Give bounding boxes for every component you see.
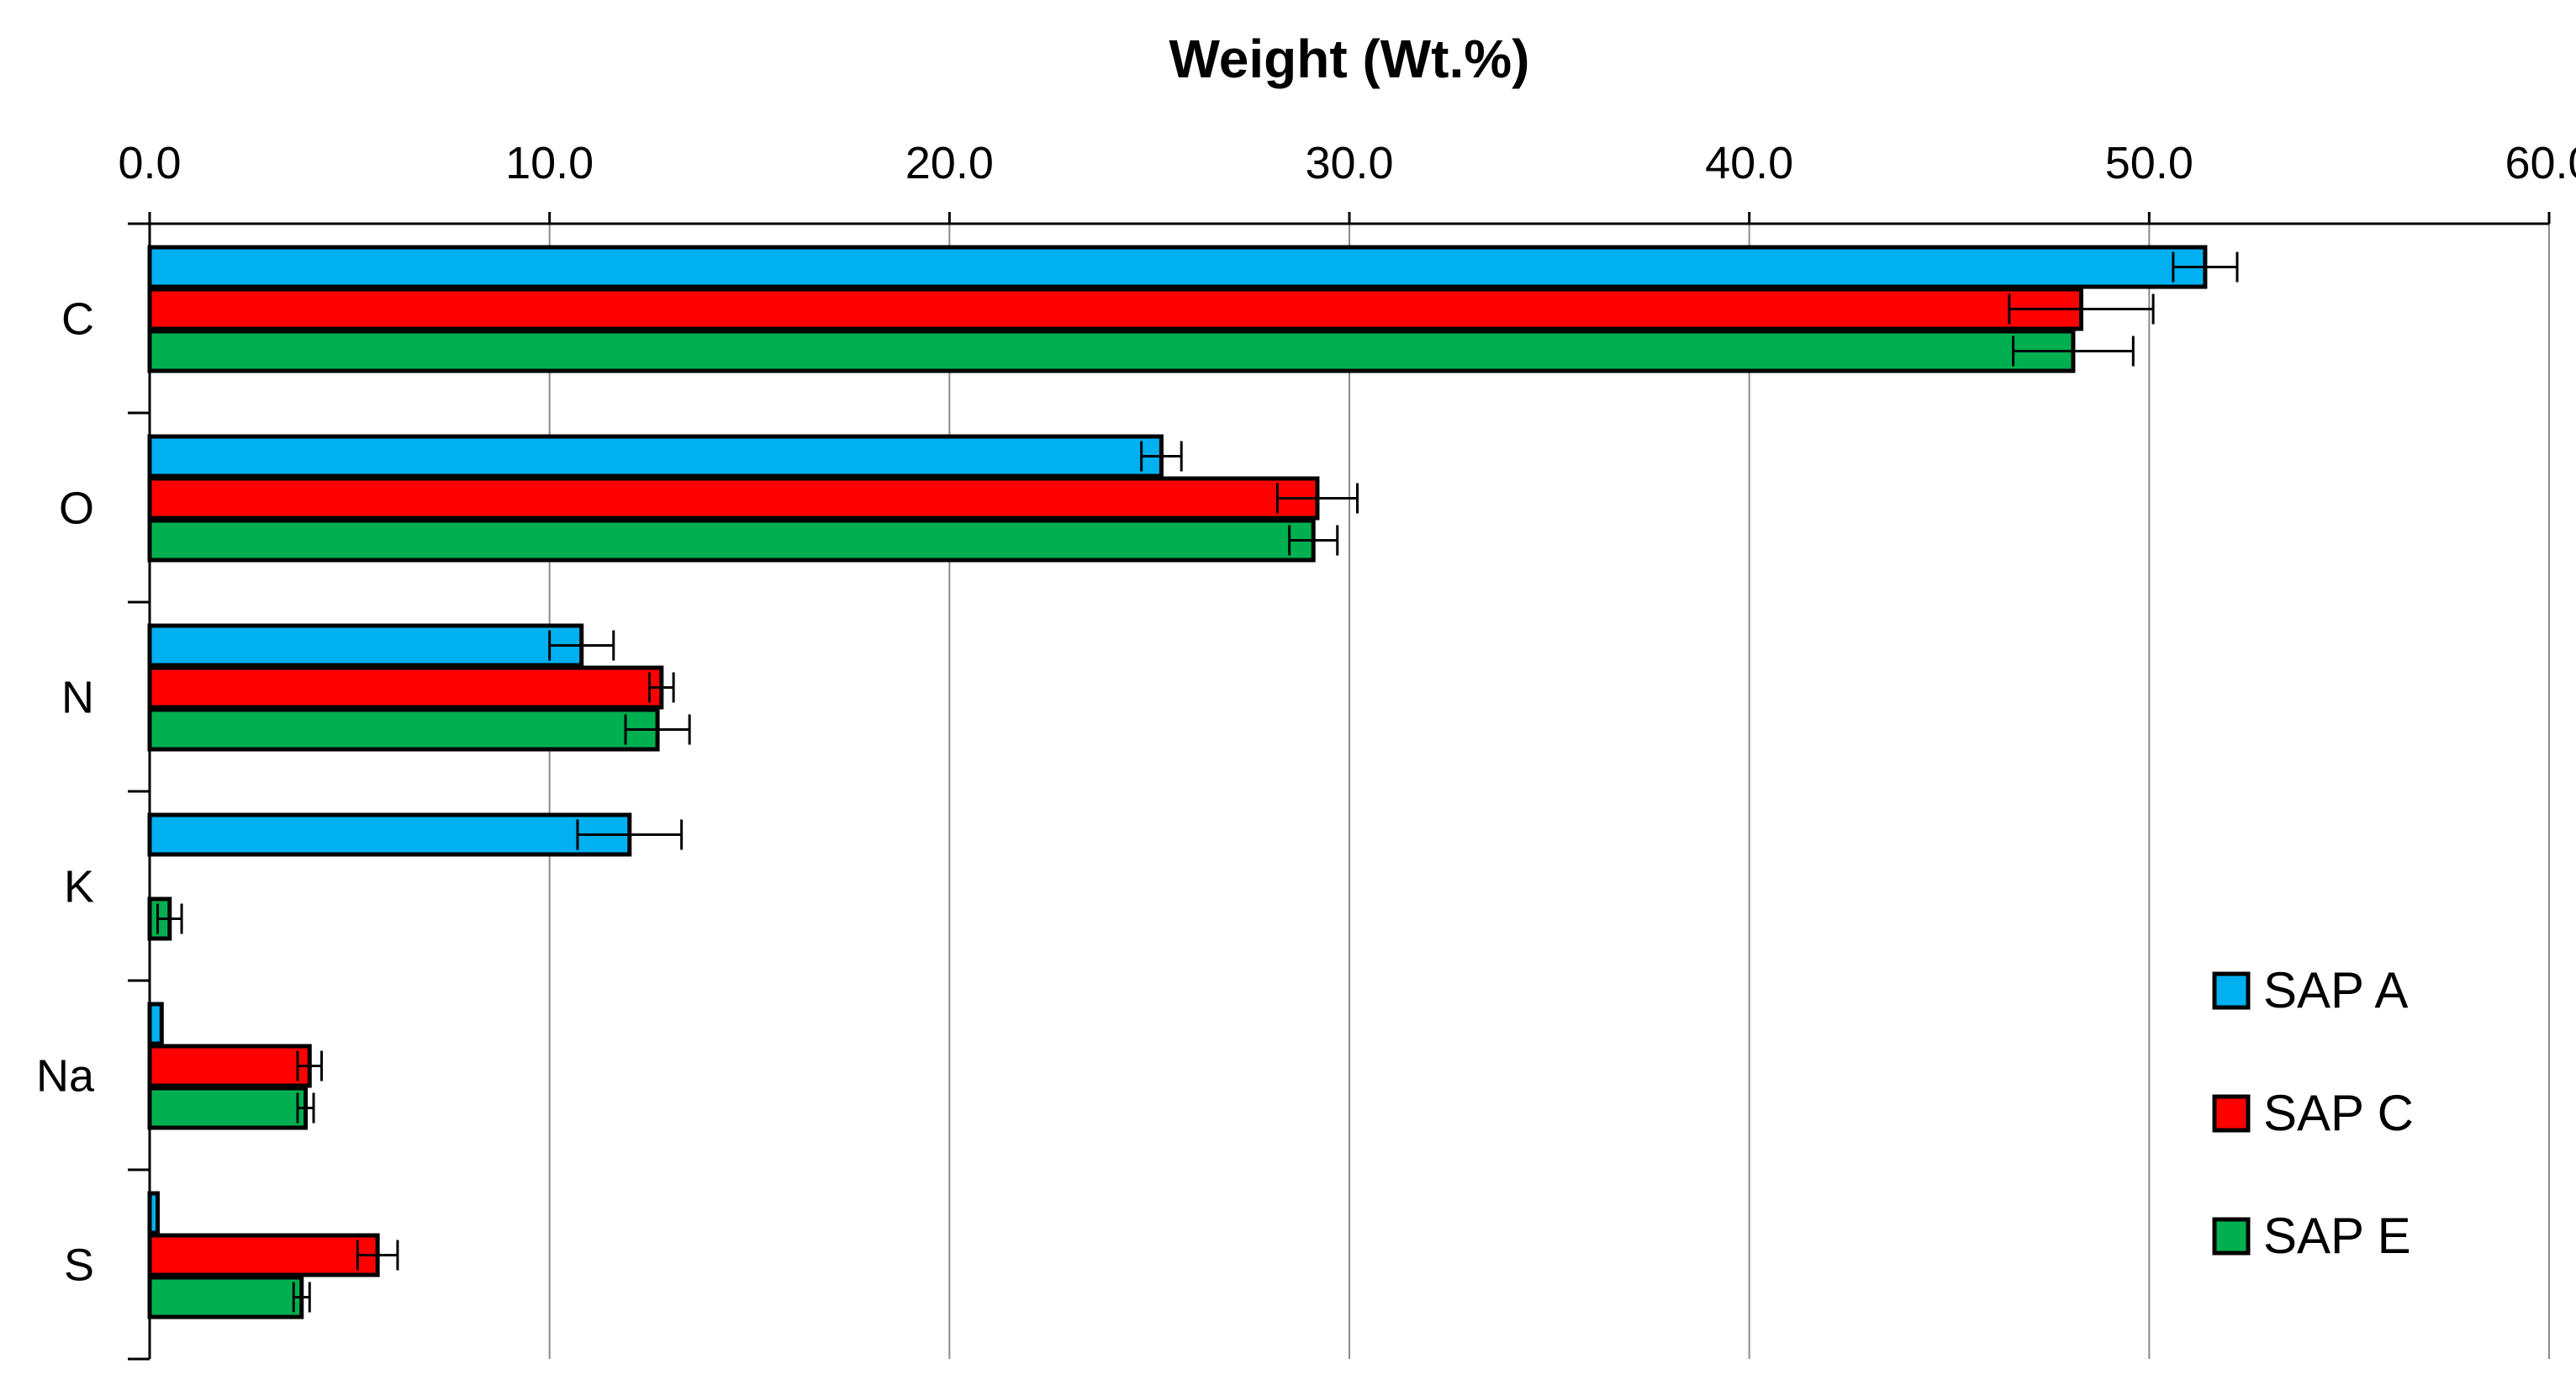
error-bar (624, 714, 691, 745)
bar-sap-a-n (147, 623, 584, 668)
x-tick-label: 10.0 (505, 138, 594, 188)
bar-sap-a-o (147, 434, 1164, 479)
error-bar (356, 1240, 399, 1271)
x-tick-label: 40.0 (1705, 138, 1793, 188)
bar-sap-c-o (147, 476, 1320, 521)
bar-sap-c-s (147, 1233, 380, 1277)
category-label: K (64, 862, 94, 912)
legend-label-sap-a: SAP A (2263, 962, 2408, 1018)
error-bar (548, 630, 615, 661)
x-tick-label: 0.0 (118, 138, 181, 188)
legend-label-sap-e: SAP E (2263, 1208, 2411, 1264)
bar-sap-e-s (147, 1275, 304, 1319)
bar-sap-e-c (147, 329, 2076, 373)
bar-sap-c-c (147, 287, 2083, 331)
error-bar (296, 1050, 324, 1081)
bar-sap-c-n (147, 665, 664, 710)
x-tick-label: 60.0 (2505, 138, 2576, 188)
bar-sap-e-o (147, 518, 1316, 563)
error-bar (2012, 336, 2135, 367)
category-label: S (64, 1240, 94, 1291)
error-bar (2008, 293, 2155, 325)
error-bar (648, 672, 675, 703)
category-label: Na (36, 1051, 95, 1102)
legend-label-sap-c: SAP C (2263, 1085, 2414, 1141)
bar-sap-e-na (147, 1086, 309, 1130)
x-tick-label: 20.0 (905, 138, 994, 188)
error-bar (296, 1092, 315, 1124)
legend-swatch-sap-e (2212, 1217, 2251, 1256)
category-label: C (61, 294, 94, 345)
bar-sap-a-na (147, 1002, 164, 1046)
category-label: N (61, 673, 94, 723)
x-tick-label: 30.0 (1305, 138, 1393, 188)
error-bar (2172, 251, 2239, 283)
chart-title: Weight (Wt.%) (1169, 29, 1530, 89)
bar-sap-a-c (147, 245, 2208, 289)
category-label: O (59, 484, 94, 534)
bar-sap-a-k (147, 812, 632, 857)
error-bar (1140, 441, 1183, 472)
bar-sap-e-n (147, 707, 660, 752)
error-bar (1288, 525, 1339, 556)
error-bar (1275, 483, 1359, 514)
legend-swatch-sap-a (2212, 971, 2251, 1010)
legend-swatch-sap-c (2212, 1094, 2251, 1133)
bar-sap-c-na (147, 1044, 312, 1088)
x-tick-label: 50.0 (2105, 138, 2193, 188)
error-bar (576, 819, 684, 850)
error-bar (156, 903, 183, 934)
error-bar (292, 1282, 311, 1313)
